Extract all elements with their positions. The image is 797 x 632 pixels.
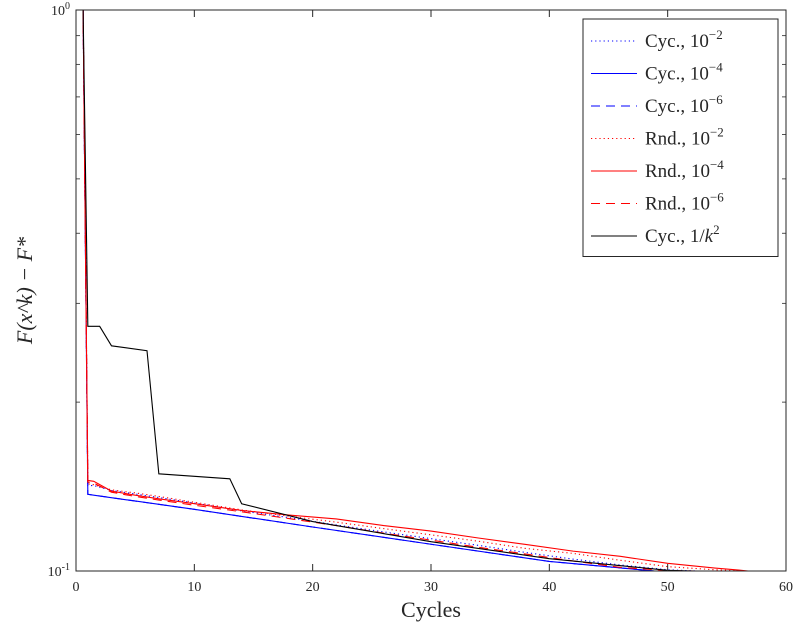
y-tick-label: 100 xyxy=(51,1,70,19)
series-layer xyxy=(82,10,751,571)
x-tick-label: 20 xyxy=(306,580,320,595)
legend-label-5: Rnd., 10−4 xyxy=(645,157,724,182)
legend-label-1: Cyc., 10−2 xyxy=(645,27,723,52)
series-line-7 xyxy=(82,10,704,571)
x-axis-label: Cycles xyxy=(401,597,461,622)
series-line-1 xyxy=(82,10,704,571)
series-line-5 xyxy=(82,10,751,571)
series-line-3 xyxy=(82,10,661,571)
y-axis-label: F(x^k) − F* xyxy=(12,237,37,345)
legend-label-6: Rnd., 10−6 xyxy=(645,190,724,215)
legend-label-3: Cyc., 10−6 xyxy=(645,92,723,117)
x-tick-label: 0 xyxy=(73,580,80,595)
y-tick-label: 10-1 xyxy=(48,562,70,580)
x-tick-label: 50 xyxy=(661,580,675,595)
x-tick-label: 10 xyxy=(187,580,201,595)
x-tick-label: 60 xyxy=(779,580,793,595)
axes: 0 10 20 30 40 50 60 10-1 100 Cycles F(x^k) − F* xyxy=(12,1,793,622)
legend-label-2: Cyc., 10−4 xyxy=(645,60,723,85)
legend: Cyc., 10−2 Cyc., 10−4 Cyc., 10−6 Rnd., 10−2… xyxy=(582,18,779,257)
legend-box xyxy=(582,18,779,257)
legend-label-4: Rnd., 10−2 xyxy=(645,125,724,150)
x-tick-label: 40 xyxy=(542,580,556,595)
legend-label-7: Cyc., 1/k2 xyxy=(645,222,720,247)
x-tick-label: 30 xyxy=(424,580,438,595)
